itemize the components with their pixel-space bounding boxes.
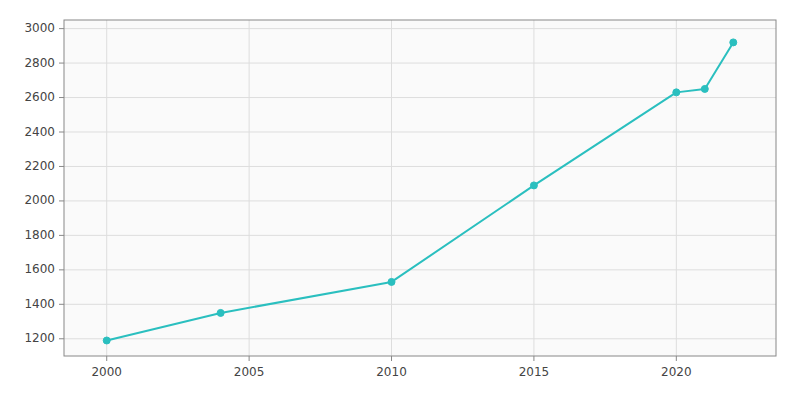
x-tick-label: 2005 (234, 365, 265, 379)
chart-svg: 1200 1400 1600 1800 2000 2200 2400 2600 2800 3000… (0, 0, 800, 400)
x-tick (676, 356, 677, 361)
x-tick (533, 356, 534, 361)
x-grid-line (676, 20, 677, 356)
axes: 1200 1400 1600 1800 2000 2200 2400 2600 2800 3000… (24, 20, 776, 379)
grid (64, 20, 776, 356)
y-grid-line (64, 304, 776, 305)
point (217, 309, 224, 316)
y-tick (59, 132, 64, 133)
x-grid-line (391, 20, 392, 356)
y-tick (59, 235, 64, 236)
y-tick (59, 304, 64, 305)
x-grid-line (106, 20, 107, 356)
y-tick (59, 200, 64, 201)
y-grid-line (64, 166, 776, 167)
y-grid-line (64, 269, 776, 270)
y-tick-label: 1800 (24, 228, 55, 242)
x-tick (249, 356, 250, 361)
y-tick (59, 269, 64, 270)
line (107, 42, 734, 340)
y-tick-label: 1600 (24, 262, 55, 276)
y-tick (59, 338, 64, 339)
y-tick (59, 166, 64, 167)
x-grid-line (249, 20, 250, 356)
chart-container: 1200 1400 1600 1800 2000 2200 2400 2600 2800 3000… (0, 0, 800, 400)
point (530, 182, 537, 189)
y-grid-line (64, 63, 776, 64)
plot-frame (64, 20, 776, 356)
y-tick-label: 2600 (24, 90, 55, 104)
y-tick-label: 2400 (24, 125, 55, 139)
series (103, 39, 737, 344)
y-grid-line (64, 132, 776, 133)
x-tick-label: 2020 (661, 365, 692, 379)
y-tick-label: 2800 (24, 56, 55, 70)
y-tick-label: 1400 (24, 297, 55, 311)
y-tick-label: 2000 (24, 193, 55, 207)
y-tick-label: 2200 (24, 159, 55, 173)
point (103, 337, 110, 344)
y-tick (59, 28, 64, 29)
point (673, 89, 680, 96)
y-tick-label: 3000 (24, 21, 55, 35)
x-tick-label: 2000 (91, 365, 122, 379)
y-tick (59, 97, 64, 98)
y-tick-label: 1200 (24, 331, 55, 345)
point (730, 39, 737, 46)
y-grid-line (64, 200, 776, 201)
x-tick-label: 2010 (376, 365, 407, 379)
x-tick (391, 356, 392, 361)
y-grid-line (64, 28, 776, 29)
point (701, 85, 708, 92)
y-tick (59, 63, 64, 64)
x-tick (106, 356, 107, 361)
y-grid-line (64, 235, 776, 236)
point (388, 278, 395, 285)
x-tick-label: 2015 (519, 365, 550, 379)
plot-background (64, 20, 776, 356)
y-grid-line (64, 338, 776, 339)
